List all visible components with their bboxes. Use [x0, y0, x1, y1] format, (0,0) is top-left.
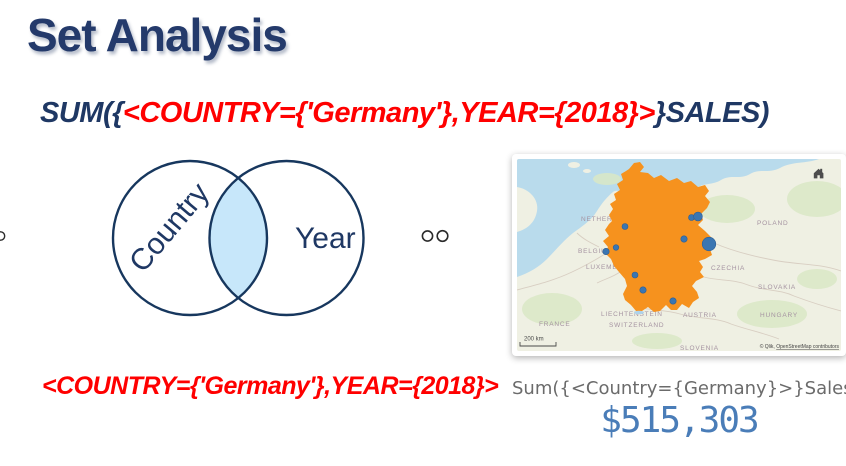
city-data-point[interactable]	[693, 211, 703, 222]
map-green-patch	[593, 173, 621, 185]
map-green-patch	[522, 293, 582, 325]
venn-circle-country	[111, 159, 269, 317]
map-label-austria: AUSTRIA	[683, 312, 717, 319]
city-data-point[interactable]	[602, 248, 610, 256]
map-green-patch	[699, 195, 755, 223]
home-icon[interactable]	[813, 168, 824, 179]
set-expression-callout: <COUNTRY={'Germany'},YEAR={2018}>	[42, 372, 499, 400]
kpi-label: Sum({<Country={Germany}>}Sales)	[512, 378, 846, 399]
map-label-netherlands: NETHERLANDS	[581, 216, 638, 223]
map-label-slovenia: SLOVENIA	[680, 345, 719, 351]
map-label-poland: POLAND	[757, 220, 789, 227]
map-label-france: FRANCE	[539, 321, 571, 328]
map-green-patch	[737, 300, 807, 328]
map-green-patch	[797, 269, 837, 289]
formula-prefix: SUM({	[40, 97, 123, 129]
venn-circle-year	[208, 159, 365, 317]
lake-constance	[634, 310, 644, 315]
map-border	[713, 242, 841, 272]
map-island	[583, 169, 591, 173]
venn-diagram: Country Year	[111, 159, 365, 317]
venn-intersection	[209, 178, 267, 298]
map-svg: NETHERLANDS BELGIUM LUXEMBOURG FRANCE LI…	[517, 159, 841, 351]
map-attribution: © Qlik, OpenStreetMap contributors	[760, 343, 840, 350]
map-attribution-link[interactable]: OpenStreetMap contributors	[776, 344, 839, 350]
venn-label-country: Country	[123, 177, 216, 279]
kpi-value: $515,303	[600, 400, 759, 441]
map-island	[568, 162, 580, 168]
map-sea	[517, 159, 819, 277]
city-data-point[interactable]	[701, 236, 717, 252]
double-circle-mark	[421, 229, 449, 243]
map-label-slovakia: SLOVAKIA	[758, 284, 796, 291]
map-land-england	[517, 187, 538, 232]
formula-set-modifier: <COUNTRY={'Germany'},YEAR={2018}>	[122, 97, 655, 129]
circle-mark-left	[421, 230, 434, 242]
page-title: Set Analysis	[27, 9, 288, 61]
city-data-point[interactable]	[669, 297, 677, 305]
map-border	[517, 253, 606, 291]
city-data-point[interactable]	[612, 244, 620, 251]
map-dots-layer	[602, 211, 717, 305]
map-attribution-prefix: © Qlik,	[760, 343, 776, 350]
map-border	[703, 276, 841, 312]
venn-label-year: Year	[295, 222, 356, 255]
germany-shape[interactable]	[603, 162, 714, 312]
map-label-czechia: CZECHIA	[711, 265, 745, 272]
map-scale-label: 200 km	[524, 337, 544, 343]
map-label-belgium: BELGIUM	[578, 248, 613, 255]
map-label-hungary: HUNGARY	[760, 312, 798, 319]
map-card: NETHERLANDS BELGIUM LUXEMBOURG FRANCE LI…	[512, 154, 846, 356]
map-border	[596, 271, 621, 284]
map-viewport[interactable]: NETHERLANDS BELGIUM LUXEMBOURG FRANCE LI…	[517, 159, 841, 351]
city-data-point[interactable]	[680, 235, 688, 243]
map-label-luxembourg: LUXEMBOURG	[586, 264, 640, 271]
set-analysis-formula: SUM({<COUNTRY={'Germany'},YEAR={2018}>}S…	[40, 97, 769, 130]
map-border	[576, 232, 600, 248]
city-data-point[interactable]	[639, 286, 647, 294]
map-label-liechtenstein: LIECHTENSTEIN	[601, 311, 663, 318]
map-scale-bar	[519, 342, 557, 347]
city-data-point[interactable]	[621, 223, 629, 230]
formula-suffix: }SALES)	[654, 97, 770, 129]
edge-clipped-circle-mark	[0, 231, 6, 241]
circle-mark-right	[436, 229, 449, 243]
map-label-switzerland: SWITZERLAND	[609, 322, 664, 329]
city-data-point[interactable]	[631, 271, 639, 279]
map-green-patch	[632, 333, 682, 349]
kpi-widget: Sum({<Country={Germany}>}Sales) $515,303	[512, 378, 846, 441]
map-green-patch	[787, 181, 841, 217]
